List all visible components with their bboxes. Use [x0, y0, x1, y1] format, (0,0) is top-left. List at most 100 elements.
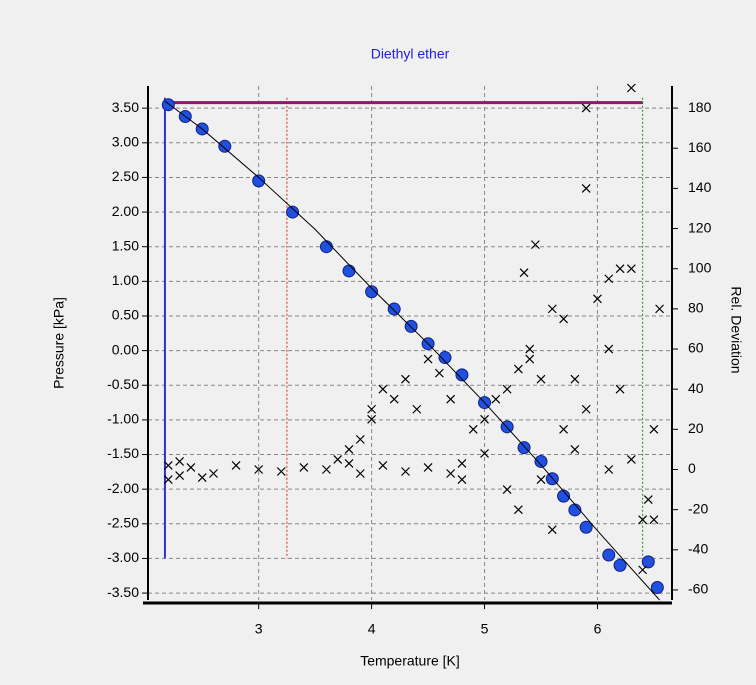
data-point	[650, 581, 664, 595]
y-tick-label: 2.00	[112, 203, 139, 219]
y2-tick-label: 80	[688, 300, 704, 316]
deviation-point	[626, 83, 636, 93]
deviation-point	[378, 384, 388, 394]
deviation-point	[559, 314, 569, 324]
deviation-point	[581, 103, 591, 113]
y-tick-label: 0.50	[112, 307, 139, 323]
deviation-point	[502, 384, 512, 394]
data-point	[602, 548, 616, 562]
y-tick-label: -1.50	[107, 445, 139, 461]
y2-tick-label: 160	[688, 139, 712, 155]
deviation-point	[175, 457, 185, 466]
data-point	[534, 454, 548, 468]
deviation-point	[480, 449, 489, 458]
data-point	[286, 205, 300, 219]
data-point	[365, 285, 379, 299]
y-tick-label: 3.00	[112, 134, 139, 150]
data-point	[438, 351, 452, 365]
y2-tick-label: -40	[688, 541, 708, 557]
y-tick-label: 1.00	[112, 272, 139, 288]
x-tick-label: 3	[255, 621, 263, 637]
data-point	[161, 98, 175, 112]
deviation-point	[355, 434, 365, 444]
deviation-point	[480, 414, 489, 424]
data-point	[517, 441, 531, 455]
data-point	[641, 555, 655, 569]
deviation-point	[186, 463, 196, 472]
deviation-point	[502, 485, 512, 494]
deviation-point	[197, 473, 207, 482]
x-tick-label: 6	[594, 621, 602, 637]
data-point	[455, 368, 469, 382]
deviation-point	[423, 463, 433, 472]
deviation-point	[423, 354, 433, 364]
x-tick-label: 5	[481, 621, 489, 637]
deviation-point	[655, 304, 665, 314]
deviation-point	[276, 467, 286, 476]
deviation-point	[604, 465, 614, 474]
deviation-point	[401, 374, 410, 384]
fit-line	[164, 100, 660, 601]
deviation-point	[570, 374, 580, 384]
deviation-point	[389, 394, 399, 404]
deviation-point	[643, 495, 653, 505]
deviation-point	[378, 461, 388, 470]
deviation-point	[344, 459, 354, 468]
deviation-point	[299, 463, 309, 472]
deviation-point	[209, 469, 218, 478]
deviation-point	[530, 240, 540, 250]
y-tick-label: 3.50	[112, 99, 139, 115]
deviation-point	[231, 461, 241, 470]
y2-tick-label: -20	[688, 500, 708, 516]
x-tick-label: 4	[368, 621, 376, 637]
deviation-point	[468, 424, 478, 434]
data-point	[613, 558, 627, 572]
deviation-point	[513, 364, 523, 374]
y2-tick-label: 100	[688, 259, 712, 275]
y-tick-label: -2.50	[107, 515, 139, 531]
deviation-point	[615, 384, 625, 394]
deviation-point	[638, 565, 648, 575]
x-axis-label: Temperature [K]	[360, 653, 460, 669]
y-tick-label: 1.50	[112, 237, 139, 253]
deviation-point	[434, 368, 444, 378]
deviation-point	[175, 471, 185, 480]
deviation-point	[344, 444, 354, 454]
y-tick-label: 2.50	[112, 168, 139, 184]
y-tick-label: -3.00	[107, 549, 139, 565]
y2-tick-label: 40	[688, 380, 704, 396]
deviation-point	[547, 304, 557, 314]
data-point	[557, 489, 571, 503]
deviation-point	[412, 404, 422, 414]
y-tick-label: -2.00	[107, 480, 139, 496]
y2-tick-label: 140	[688, 179, 712, 195]
deviation-point	[547, 525, 557, 535]
data-point	[252, 174, 266, 188]
deviation-point	[322, 465, 331, 474]
deviation-point	[163, 475, 173, 484]
deviation-point	[457, 459, 467, 468]
deviation-point	[491, 394, 501, 404]
deviation-point	[593, 294, 602, 304]
deviation-point	[626, 264, 636, 274]
deviation-point	[254, 465, 264, 474]
deviation-point	[638, 515, 648, 525]
deviation-point	[163, 461, 173, 470]
deviation-point	[604, 344, 614, 354]
deviation-point	[581, 183, 591, 193]
deviation-point	[536, 374, 546, 384]
y2-tick-label: 0	[688, 460, 696, 476]
deviation-point	[626, 455, 636, 464]
y2-tick-label: 20	[688, 420, 704, 436]
deviation-point	[559, 424, 569, 434]
data-point	[387, 302, 401, 316]
deviation-point	[581, 404, 591, 414]
data-point	[218, 139, 232, 153]
y2-axis-label: Rel. Deviation	[728, 286, 744, 373]
deviation-point	[513, 505, 523, 515]
data-point	[342, 264, 356, 278]
y-tick-label: -1.00	[107, 411, 139, 427]
deviation-point	[446, 394, 456, 404]
data-point	[319, 240, 333, 254]
